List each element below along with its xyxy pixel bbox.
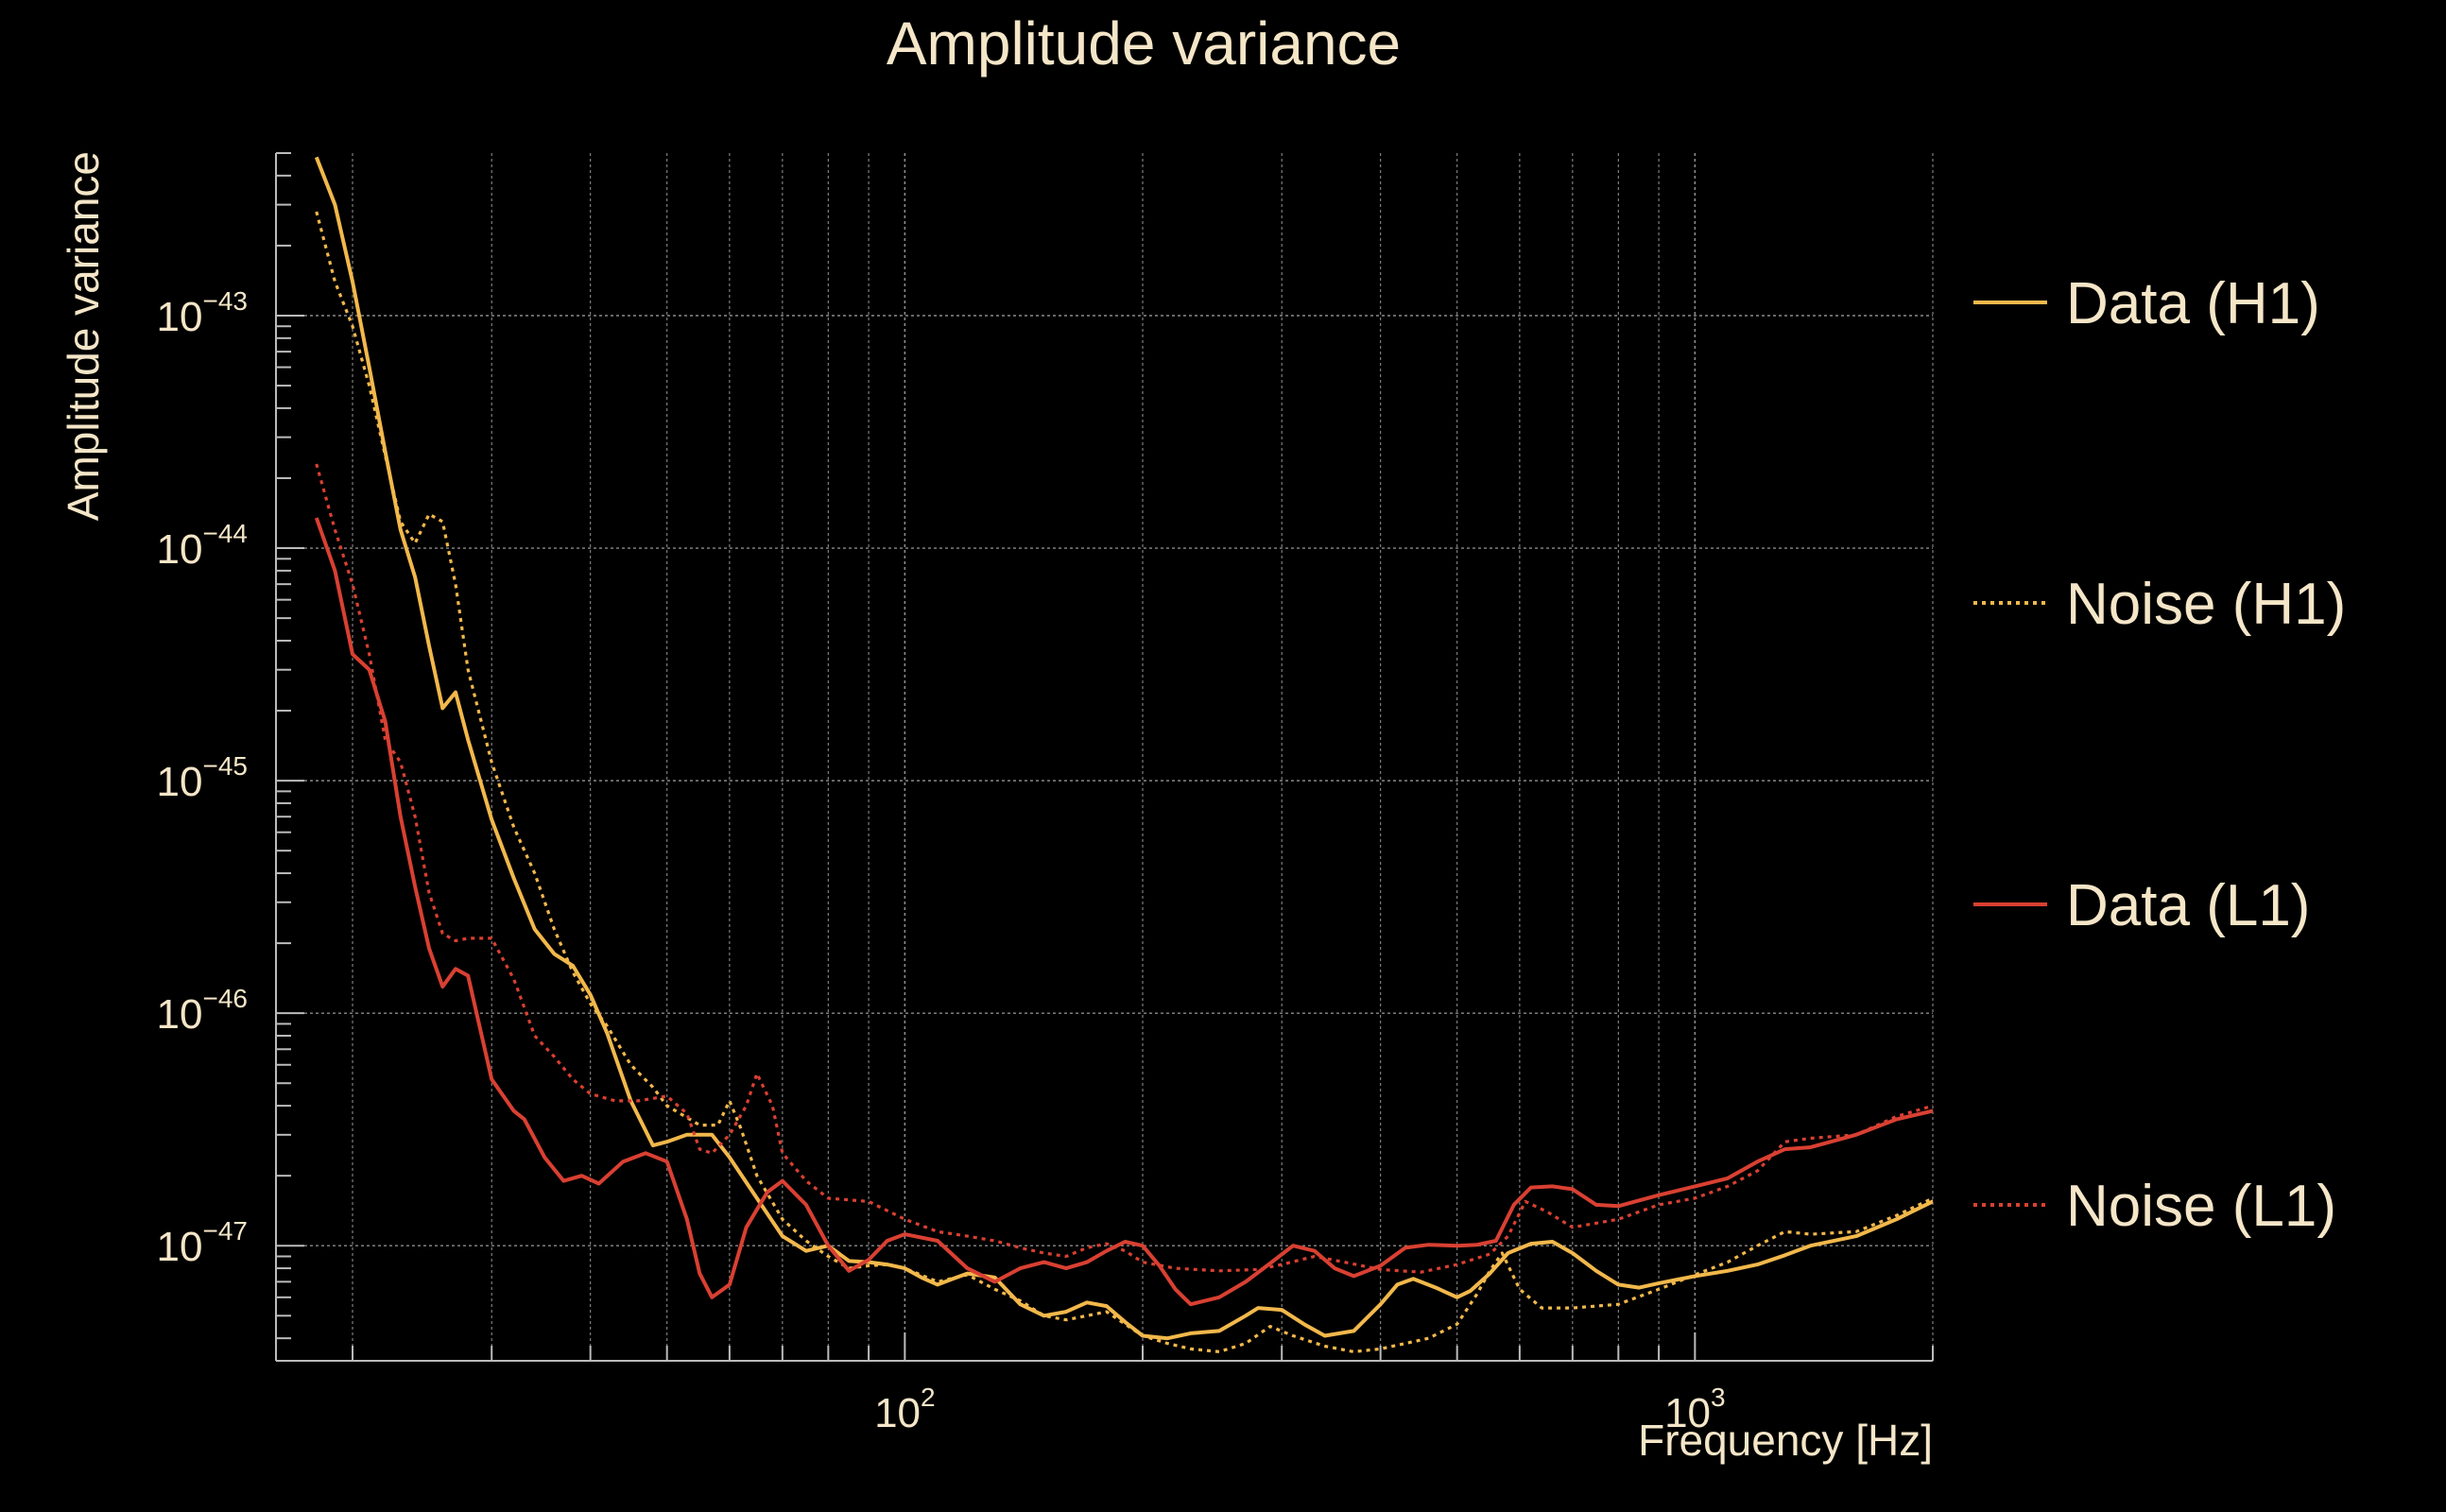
series-line-1 — [315, 211, 1933, 1353]
series-layer — [314, 156, 1933, 1353]
legend-label: Data (H1) — [2066, 271, 2320, 336]
legend-label: Noise (L1) — [2066, 1174, 2336, 1239]
y-tick-label: 10−47 — [157, 1216, 248, 1270]
y-axis-label: Amplitude variance — [59, 151, 108, 521]
legend-label: Noise (H1) — [2066, 572, 2346, 637]
axis-ticks — [276, 152, 1934, 1361]
legend-label: Data (L1) — [2066, 873, 2310, 938]
series-line-2 — [314, 517, 1933, 1307]
series-line-0 — [314, 156, 1933, 1341]
series-line-3 — [315, 463, 1933, 1274]
grid-lines — [276, 153, 1934, 1361]
y-tick-label: 10−44 — [157, 519, 248, 573]
x-tick-label: 102 — [874, 1383, 936, 1436]
y-tick-label: 10−45 — [157, 751, 248, 805]
x-tick-label: 103 — [1664, 1383, 1726, 1436]
legend: Data (H1) Noise (H1) Data (L1) Noise (L1) — [1973, 271, 2346, 1239]
y-tick-label: 10−46 — [157, 984, 248, 1038]
tick-labels: 10−43 10−44 10−45 10−46 10−47 102 103 — [157, 286, 1726, 1436]
chart-title: Amplitude variance — [887, 9, 1401, 77]
y-tick-label: 10−43 — [157, 286, 248, 340]
x-axis-label: Frequency [Hz] — [1638, 1416, 1933, 1465]
